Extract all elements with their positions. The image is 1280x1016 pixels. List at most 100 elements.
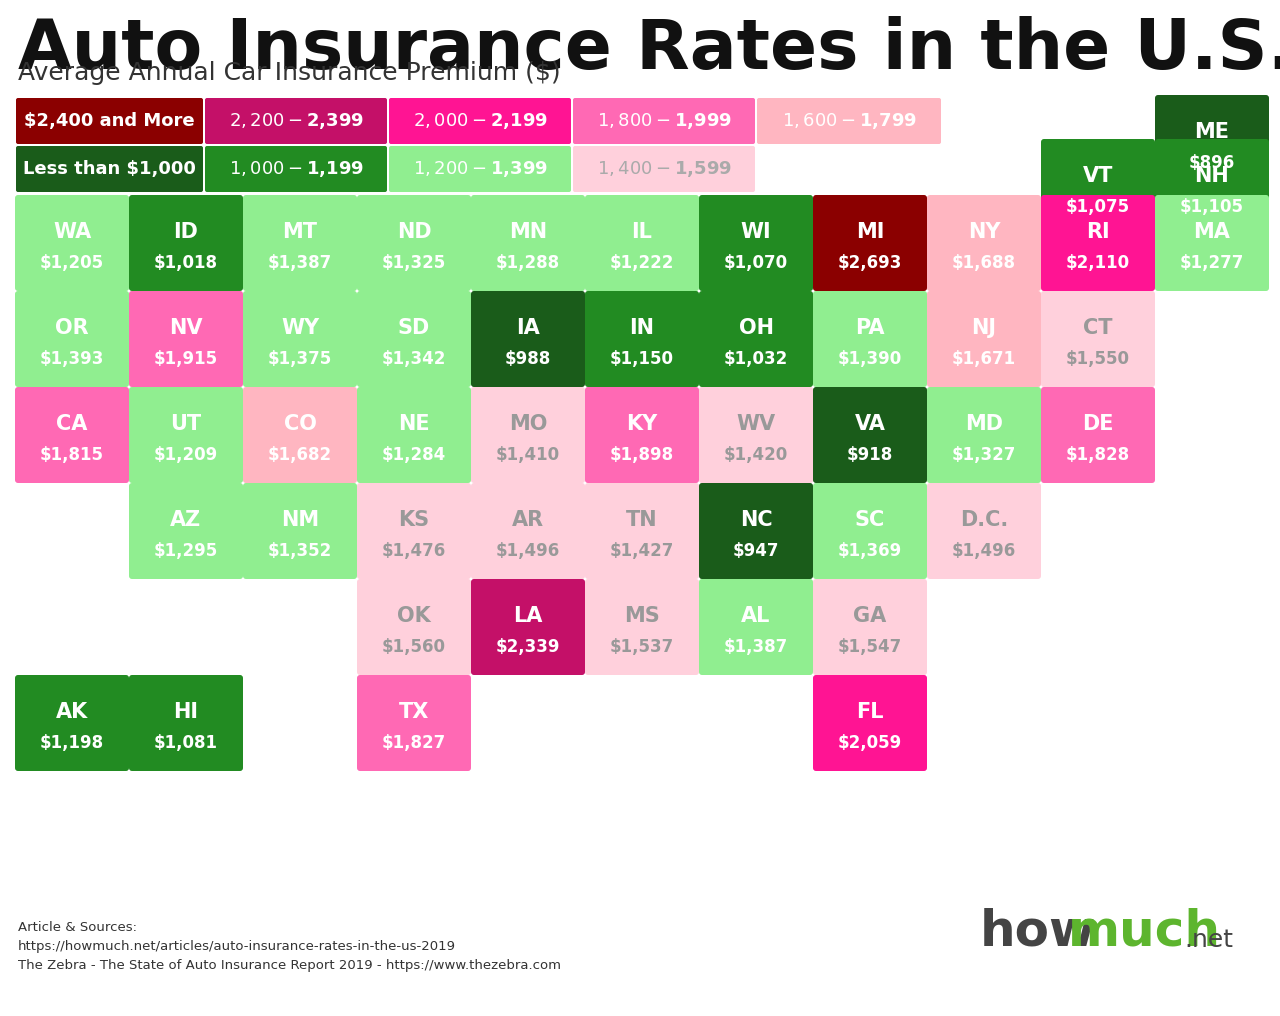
FancyBboxPatch shape [357, 579, 471, 675]
FancyBboxPatch shape [205, 146, 387, 192]
Text: CA: CA [56, 415, 88, 434]
Text: $1,198: $1,198 [40, 734, 104, 752]
Text: AL: AL [741, 607, 771, 626]
Text: $1,420: $1,420 [724, 446, 788, 463]
FancyBboxPatch shape [699, 387, 813, 483]
Text: $1,209: $1,209 [154, 446, 218, 463]
Text: $2,000 - $2,199: $2,000 - $2,199 [412, 111, 548, 131]
FancyBboxPatch shape [927, 195, 1041, 291]
FancyBboxPatch shape [1041, 139, 1155, 235]
FancyBboxPatch shape [15, 291, 129, 387]
Text: MD: MD [965, 415, 1004, 434]
Text: FL: FL [856, 702, 883, 722]
Text: $947: $947 [732, 542, 780, 560]
Text: much: much [1068, 908, 1221, 956]
Text: NV: NV [169, 318, 202, 338]
Text: VA: VA [855, 415, 886, 434]
FancyBboxPatch shape [927, 483, 1041, 579]
Text: OR: OR [55, 318, 88, 338]
Text: $2,110: $2,110 [1066, 254, 1130, 272]
Text: $1,688: $1,688 [952, 254, 1016, 272]
FancyBboxPatch shape [357, 195, 471, 291]
Text: $1,828: $1,828 [1066, 446, 1130, 463]
FancyBboxPatch shape [1041, 195, 1155, 291]
FancyBboxPatch shape [813, 579, 927, 675]
FancyBboxPatch shape [471, 579, 585, 675]
FancyBboxPatch shape [129, 195, 243, 291]
FancyBboxPatch shape [471, 483, 585, 579]
FancyBboxPatch shape [1155, 139, 1268, 235]
Text: ND: ND [397, 223, 431, 242]
Text: $1,600 - $1,799: $1,600 - $1,799 [782, 111, 916, 131]
FancyBboxPatch shape [813, 483, 927, 579]
Text: $2,059: $2,059 [838, 734, 902, 752]
Text: NE: NE [398, 415, 430, 434]
Text: $1,277: $1,277 [1180, 254, 1244, 272]
FancyBboxPatch shape [357, 483, 471, 579]
Text: $1,205: $1,205 [40, 254, 104, 272]
FancyBboxPatch shape [699, 483, 813, 579]
Text: ME: ME [1194, 122, 1230, 142]
Text: $2,693: $2,693 [838, 254, 902, 272]
Text: SC: SC [855, 510, 886, 530]
Text: IA: IA [516, 318, 540, 338]
Text: CT: CT [1083, 318, 1112, 338]
Text: $1,150: $1,150 [611, 350, 675, 368]
Text: $1,387: $1,387 [268, 254, 332, 272]
Text: $1,288: $1,288 [495, 254, 561, 272]
FancyBboxPatch shape [813, 387, 927, 483]
Text: IL: IL [631, 223, 653, 242]
FancyBboxPatch shape [585, 291, 699, 387]
FancyBboxPatch shape [243, 387, 357, 483]
Text: $1,496: $1,496 [495, 542, 561, 560]
FancyBboxPatch shape [699, 195, 813, 291]
Text: WY: WY [280, 318, 319, 338]
FancyBboxPatch shape [927, 291, 1041, 387]
Text: $1,375: $1,375 [268, 350, 332, 368]
Text: NM: NM [280, 510, 319, 530]
Text: WA: WA [52, 223, 91, 242]
Text: KY: KY [626, 415, 658, 434]
Text: $1,342: $1,342 [381, 350, 447, 368]
FancyBboxPatch shape [129, 387, 243, 483]
Text: $1,325: $1,325 [381, 254, 447, 272]
Text: KS: KS [398, 510, 430, 530]
Text: $1,327: $1,327 [952, 446, 1016, 463]
Text: $1,390: $1,390 [838, 350, 902, 368]
Text: MN: MN [509, 223, 547, 242]
FancyBboxPatch shape [15, 146, 204, 192]
Text: WI: WI [741, 223, 772, 242]
Text: WV: WV [736, 415, 776, 434]
Text: D.C.: D.C. [960, 510, 1009, 530]
Text: $1,827: $1,827 [381, 734, 447, 752]
Text: VT: VT [1083, 167, 1114, 186]
FancyBboxPatch shape [357, 291, 471, 387]
Text: AR: AR [512, 510, 544, 530]
Text: NY: NY [968, 223, 1000, 242]
Text: $1,537: $1,537 [609, 638, 675, 655]
Text: $1,018: $1,018 [154, 254, 218, 272]
Text: LA: LA [513, 607, 543, 626]
FancyBboxPatch shape [1155, 195, 1268, 291]
Text: $1,496: $1,496 [952, 542, 1016, 560]
Text: TX: TX [399, 702, 429, 722]
FancyBboxPatch shape [1041, 291, 1155, 387]
Text: HI: HI [174, 702, 198, 722]
Text: $1,427: $1,427 [609, 542, 675, 560]
Text: $1,200 - $1,399: $1,200 - $1,399 [412, 158, 548, 179]
Text: $1,476: $1,476 [381, 542, 447, 560]
Text: TN: TN [626, 510, 658, 530]
Text: $1,550: $1,550 [1066, 350, 1130, 368]
Text: CO: CO [284, 415, 316, 434]
Text: NC: NC [740, 510, 772, 530]
FancyBboxPatch shape [699, 579, 813, 675]
Text: DE: DE [1083, 415, 1114, 434]
FancyBboxPatch shape [129, 483, 243, 579]
Text: $1,284: $1,284 [381, 446, 447, 463]
FancyBboxPatch shape [585, 387, 699, 483]
Text: $1,915: $1,915 [154, 350, 218, 368]
FancyBboxPatch shape [699, 291, 813, 387]
Text: $1,400 - $1,599: $1,400 - $1,599 [596, 158, 731, 179]
Text: $2,339: $2,339 [495, 638, 561, 655]
Text: MI: MI [856, 223, 884, 242]
